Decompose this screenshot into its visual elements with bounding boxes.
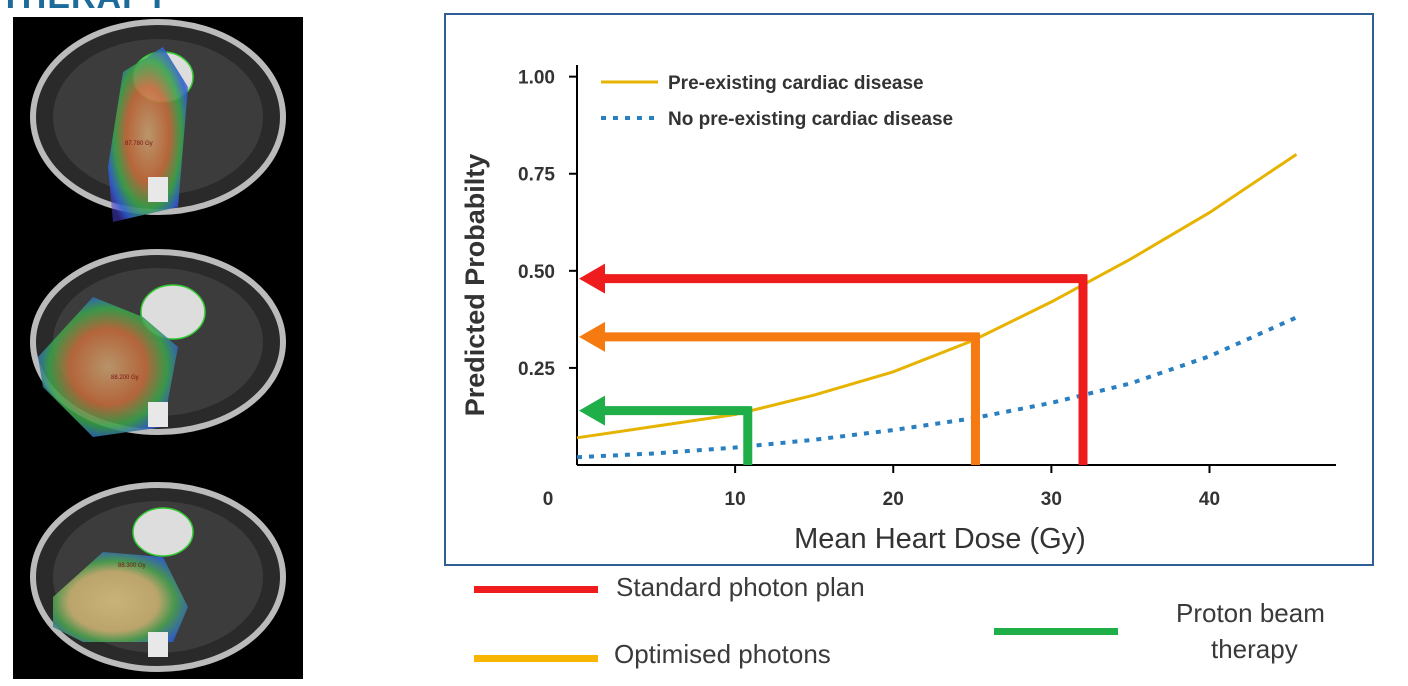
- y-axis-label: Predicted Probabilty: [460, 154, 490, 417]
- legend-label-0: Pre-existing cardiac disease: [668, 73, 924, 94]
- standard-photon-arrowhead: [579, 263, 605, 294]
- proton-beam-arrowhead: [579, 395, 605, 426]
- series: [576, 153, 1298, 460]
- dose-label-1: 87.780 Gy: [125, 141, 153, 147]
- legend-label-proton-line1: Proton beam: [1176, 598, 1325, 628]
- y-tick-label: 0.75: [518, 165, 555, 186]
- series-line-cardiac: [576, 153, 1298, 440]
- ct-panel-1: 87.780 Gy: [30, 19, 286, 222]
- dose-annotations: [579, 263, 1088, 465]
- legend-label-standard: Standard photon plan: [616, 572, 865, 602]
- legend-swatch-standard: [474, 586, 598, 593]
- risk-chart: 1.00 0.75 0.50 0.25 0 10 20 30 40 Pre-existing …: [460, 65, 1336, 555]
- x-tick-label: 20: [883, 489, 904, 510]
- x-tick-label: 40: [1199, 489, 1220, 510]
- x-ticks: 0 10 20 30 40: [543, 465, 1220, 510]
- ct-scan-images: 87.780 Gy 88.200 Gy 88.300 Gy: [30, 19, 286, 672]
- optimised-photon-arrowhead: [579, 321, 605, 352]
- x-axis-label: Mean Heart Dose (Gy): [794, 523, 1086, 555]
- ct-panel-2: 88.200 Gy: [30, 249, 286, 437]
- header-title-fragment: THERAPY: [0, 0, 169, 17]
- y-tick-label: 0.50: [518, 262, 555, 283]
- y-ticks: 1.00 0.75 0.50 0.25: [518, 68, 577, 380]
- dose-label-3: 88.300 Gy: [118, 563, 146, 569]
- chart-frame: 1.00 0.75 0.50 0.25 0 10 20 30 40 Pre-existing …: [444, 13, 1374, 566]
- legend-swatch-optimised: [474, 655, 598, 662]
- legend-label-optimised: Optimised photons: [614, 639, 831, 669]
- legend-swatch-proton: [994, 628, 1118, 635]
- series-line-no-cardiac: [576, 315, 1298, 460]
- chart-legend: Pre-existing cardiac disease No pre-exist…: [601, 73, 953, 130]
- x-tick-label: 30: [1041, 489, 1062, 510]
- dose-label-2: 88.200 Gy: [111, 375, 139, 381]
- legend-label-1: No pre-existing cardiac disease: [668, 109, 953, 130]
- x-tick-label: 0: [543, 489, 554, 510]
- y-tick-label: 0.25: [518, 359, 555, 380]
- legend-label-proton-line2: therapy: [1211, 634, 1298, 664]
- x-tick-label: 10: [725, 489, 746, 510]
- y-tick-label: 1.00: [518, 68, 555, 89]
- ct-scan-strip: 87.780 Gy 88.200 Gy 88.300 Gy: [13, 17, 303, 679]
- ct-panel-3: 88.300 Gy: [30, 482, 286, 672]
